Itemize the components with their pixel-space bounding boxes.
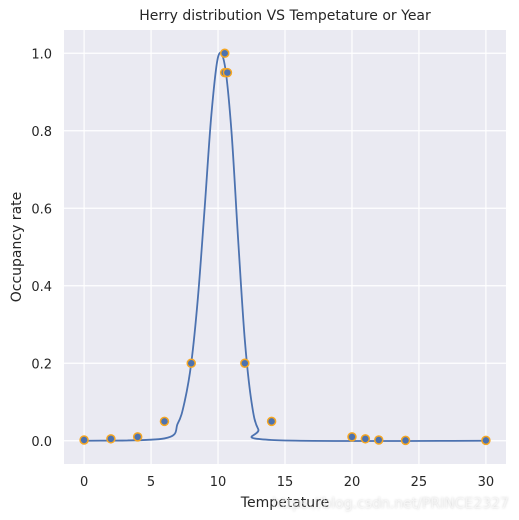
x-tick-labels: 0 5 10 15 20 25 30 xyxy=(80,475,494,490)
x-tick-label: 20 xyxy=(344,475,361,490)
y-tick-label: 0.8 xyxy=(31,125,52,140)
data-point xyxy=(240,358,250,368)
x-gridlines xyxy=(83,30,487,464)
data-point xyxy=(481,435,491,446)
y-tick-label: 1.0 xyxy=(31,47,52,62)
data-point xyxy=(132,432,143,442)
data-point xyxy=(266,416,277,427)
data-point xyxy=(79,435,89,445)
y-tick-label: 0.4 xyxy=(31,280,52,295)
y-tick-label: 0.2 xyxy=(31,357,52,372)
x-axis-label: Tempetature xyxy=(240,495,329,511)
x-tick-label: 5 xyxy=(147,475,155,490)
data-point xyxy=(159,416,170,427)
y-tick-labels: 0.0 0.2 0.4 0.6 0.8 1.0 xyxy=(31,47,52,450)
data-point xyxy=(347,432,357,442)
y-axis-label: Occupancy rate xyxy=(9,192,25,303)
data-point xyxy=(360,434,371,444)
y-tick-label: 0.0 xyxy=(31,435,52,450)
data-point xyxy=(222,67,233,78)
x-tick-label: 30 xyxy=(478,475,495,490)
data-point xyxy=(374,435,384,445)
x-tick-label: 15 xyxy=(277,475,294,490)
watermark-text: https://blog.csdn.net/PRINCE2327 xyxy=(272,496,509,512)
x-tick-label: 0 xyxy=(80,475,88,490)
data-point xyxy=(106,434,116,444)
chart-title: Herry distribution VS Tempetature or Yea… xyxy=(139,8,431,24)
data-point xyxy=(400,435,411,446)
y-tick-label: 0.6 xyxy=(31,202,52,217)
x-tick-label: 10 xyxy=(210,475,227,490)
data-point xyxy=(219,48,230,58)
scatter-points xyxy=(79,48,491,446)
data-point xyxy=(186,358,196,368)
x-tick-label: 25 xyxy=(411,475,428,490)
